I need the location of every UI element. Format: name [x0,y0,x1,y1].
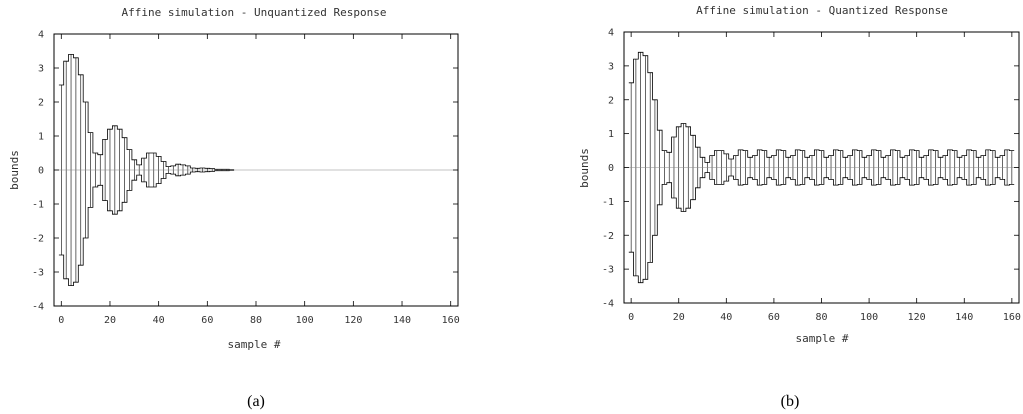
y-tick-label: 3 [38,64,44,75]
y-tick-label: 0 [608,163,614,174]
lower-bound-line [628,172,1015,284]
y-tick-label: -2 [602,231,614,242]
y-tick-label: -3 [602,265,614,276]
figure-caption: (b) [781,393,800,410]
chart-unquantized: Affine simulation - Unquantized Response… [8,6,460,410]
x-tick-label: 160 [442,315,460,326]
x-tick-label: 100 [860,312,878,323]
lower-bound-line [58,169,235,286]
x-axis-label: sample # [796,332,849,345]
x-tick-label: 40 [720,312,732,323]
x-tick-label: 120 [908,312,926,323]
chart-title: Affine simulation - Quantized Response [696,4,948,17]
x-tick-label: 100 [296,315,314,326]
upper-bound-line [628,51,1015,163]
y-axis-label: bounds [578,148,591,188]
x-tick-label: 140 [393,315,411,326]
y-tick-label: -1 [32,200,44,211]
y-tick-label: 4 [608,28,614,39]
x-tick-label: 60 [201,315,213,326]
x-tick-label: 80 [815,312,827,323]
x-tick-label: 20 [104,315,116,326]
y-tick-label: 1 [608,129,614,140]
chart-title: Affine simulation - Unquantized Response [122,6,387,19]
x-axis-label: sample # [228,338,281,351]
y-tick-label: 3 [608,61,614,72]
y-tick-label: 2 [38,98,44,109]
x-tick-label: 0 [628,312,634,323]
y-tick-label: -4 [602,299,614,310]
chart-quantized: Affine simulation - Quantized Response 0… [578,4,1021,410]
tick-layer: 0 20 40 60 80 100 120 140 160 4 3 2 1 0 -1 -2 -3 -4 [602,28,1021,324]
x-tick-label: 120 [344,315,362,326]
tick-layer: 0 20 40 60 80 100 120 140 160 4 3 2 1 0 -1 -2 -3 -4 [32,30,460,327]
x-tick-label: 20 [673,312,685,323]
y-axis-label: bounds [8,150,21,190]
x-tick-label: 40 [153,315,165,326]
y-tick-label: -3 [32,268,44,279]
x-tick-label: 160 [1003,312,1021,323]
upper-bound-line [58,54,235,171]
figure-caption: (a) [247,393,265,410]
x-tick-label: 80 [250,315,262,326]
x-tick-label: 60 [768,312,780,323]
x-tick-label: 0 [58,315,64,326]
y-tick-label: 4 [38,30,44,41]
y-tick-label: 1 [38,132,44,143]
y-tick-label: -1 [602,197,614,208]
y-tick-label: -4 [32,302,44,313]
y-tick-label: 0 [38,166,44,177]
y-tick-label: 2 [608,95,614,106]
x-tick-label: 140 [955,312,973,323]
y-tick-label: -2 [32,234,44,245]
